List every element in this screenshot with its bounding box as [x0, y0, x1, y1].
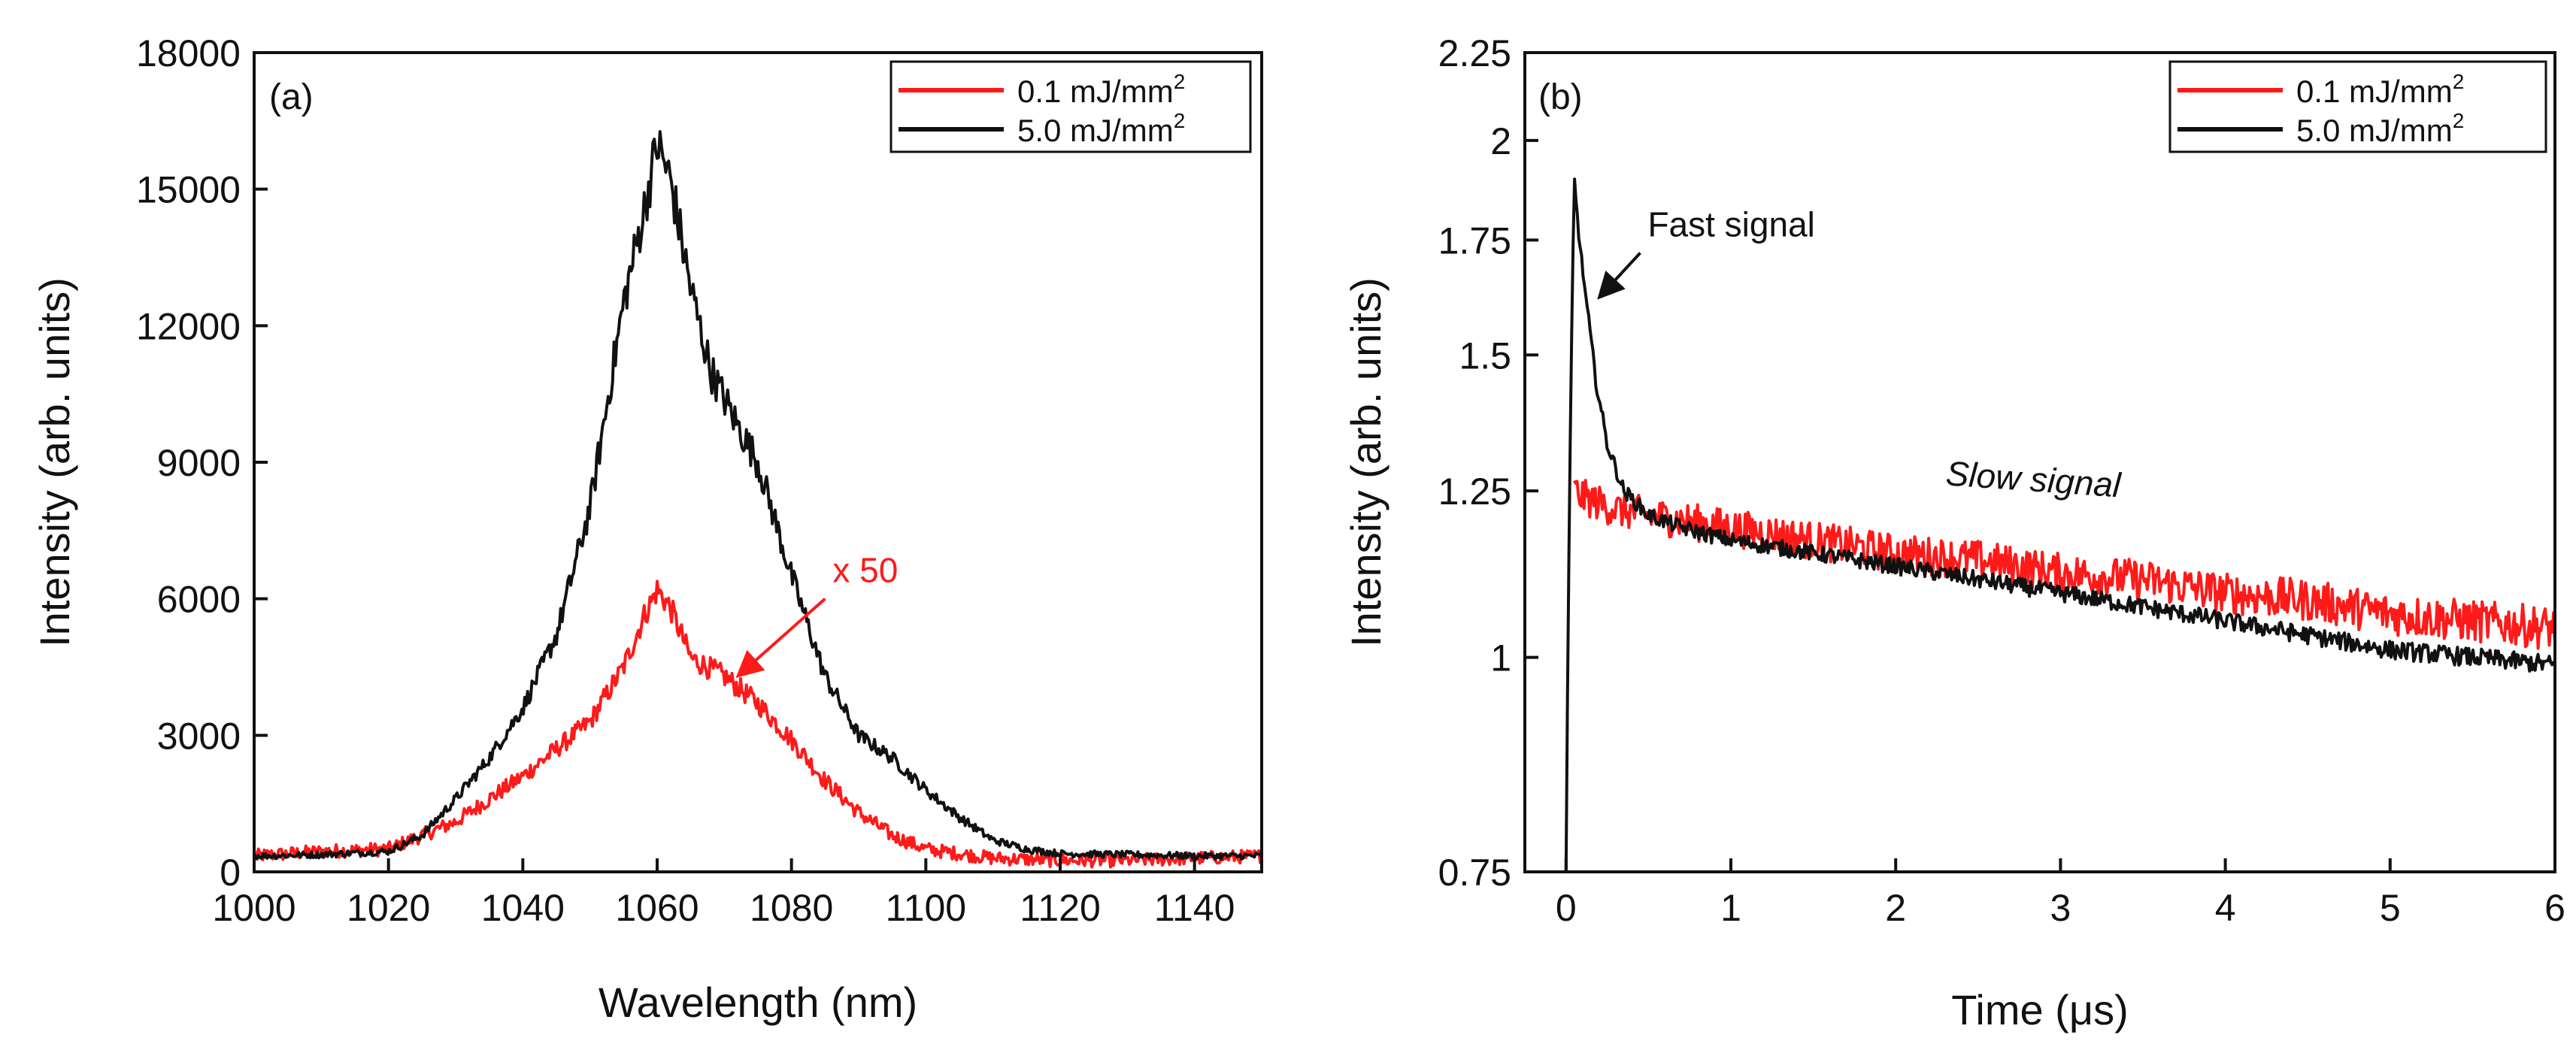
- x-tick-label: 5: [2380, 887, 2401, 929]
- annotation-text: Slow signal: [1944, 453, 2123, 504]
- y-tick-label: 2: [1490, 120, 1511, 162]
- annotation-text: x 50: [832, 551, 898, 590]
- y-tick-label: 1.5: [1459, 334, 1511, 377]
- panel-a-ticks: 1000 1020 1040 1060 1080 1100 1120 1140 0 3000 600…: [136, 32, 1235, 929]
- x-tick-label: 0: [1556, 887, 1577, 929]
- panel-a-annotations: x 50: [735, 551, 898, 678]
- y-tick-label: 0.75: [1438, 852, 1511, 894]
- panel-b-series-layer: [1564, 177, 2555, 872]
- x-tick-label: 1000: [212, 887, 295, 929]
- y-tick-label: 0: [220, 852, 241, 894]
- panel-a-label: (a): [269, 77, 314, 117]
- x-tick-label: 1140: [1154, 887, 1235, 929]
- y-tick-label: 15000: [136, 169, 241, 211]
- series-line-high-fluence: [254, 130, 1262, 861]
- series-line-low-fluence: [1573, 479, 2555, 650]
- legend-label: 0.1 mJ/mm2: [2296, 70, 2464, 109]
- panel-b-chart: 0 1 2 3 4 5 6 0.75 1 1.25 1.5 1.75 2 2.25 (b) 0.1 mJ/…: [1342, 32, 2565, 1033]
- panel-a-chart: 1000 1020 1040 1060 1080 1100 1120 1140 0 3000 600…: [31, 32, 1263, 1026]
- y-tick-label: 2.25: [1438, 32, 1511, 74]
- series-line-low-fluence: [254, 579, 1262, 869]
- legend-label: 5.0 mJ/mm2: [1017, 109, 1185, 148]
- x-tick-label: 1120: [1020, 887, 1101, 929]
- y-tick-label: 1.25: [1438, 471, 1511, 513]
- y-tick-label: 9000: [157, 442, 241, 484]
- panel-b-plot-frame: [1523, 51, 2556, 873]
- y-tick-label: 6000: [157, 579, 241, 621]
- series-line-high-fluence: [1564, 177, 2555, 872]
- x-tick-label: 2: [1885, 887, 1906, 929]
- y-tick-label: 1: [1490, 637, 1511, 679]
- x-tick-label: 1040: [481, 887, 565, 929]
- legend-label: 5.0 mJ/mm2: [2296, 109, 2464, 148]
- panel-a-x-axis-label: Wavelength (nm): [599, 979, 917, 1026]
- y-tick-label: 1.75: [1438, 219, 1511, 262]
- y-tick-label: 3000: [157, 715, 241, 757]
- panel-a-series-layer: [254, 130, 1262, 869]
- x-tick-label: 1: [1720, 887, 1741, 929]
- panel-b-ticks: 0 1 2 3 4 5 6 0.75 1 1.25 1.5 1.75 2 2.25: [1438, 32, 2565, 929]
- x-tick-label: 1060: [615, 887, 699, 929]
- annotation-arrow: [1597, 252, 1641, 300]
- x-tick-label: 1080: [750, 887, 833, 929]
- y-tick-label: 18000: [136, 32, 241, 74]
- x-tick-label: 1100: [886, 887, 967, 929]
- legend-box: [2168, 60, 2547, 153]
- x-tick-label: 3: [2050, 887, 2071, 929]
- panel-b-label: (b): [1538, 77, 1583, 117]
- panel-b-y-axis-label: Intensity (arb. units): [1342, 277, 1390, 647]
- y-tick-label: 12000: [136, 305, 241, 347]
- panel-a-y-axis-label: Intensity (arb. units): [31, 277, 78, 647]
- annotation-text: Fast signal: [1647, 205, 1814, 244]
- x-tick-label: 4: [2215, 887, 2236, 929]
- x-tick-label: 1020: [347, 887, 430, 929]
- panel-b-annotations: Fast signal Slow signal: [1597, 205, 2123, 505]
- x-tick-label: 6: [2544, 887, 2565, 929]
- panel-b-x-axis-label: Time (μs): [1951, 986, 2128, 1033]
- annotation-arrow: [735, 598, 826, 678]
- legend-box: [889, 60, 1252, 153]
- legend-label: 0.1 mJ/mm2: [1017, 70, 1185, 109]
